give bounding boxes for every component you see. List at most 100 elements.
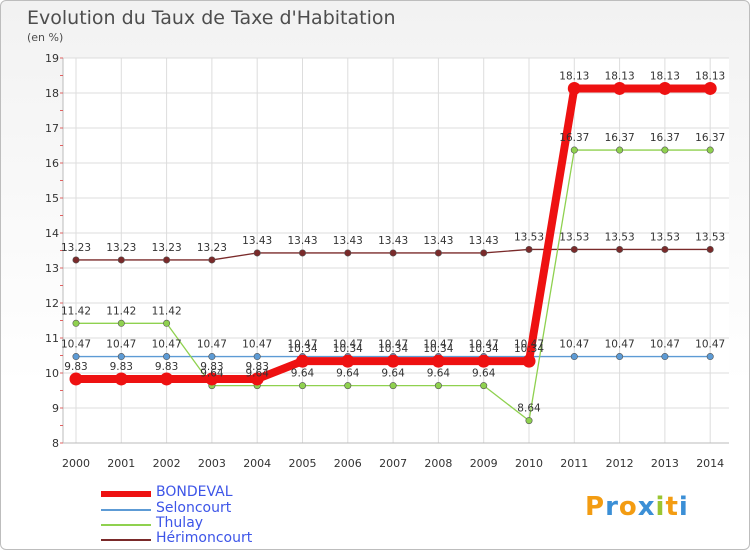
x-tick-label: 2007 (379, 457, 407, 470)
data-point-thulay (661, 146, 669, 154)
x-tick-label: 2004 (243, 457, 271, 470)
data-label-bondeval: 10.34 (378, 343, 408, 355)
data-point-thulay (72, 319, 80, 327)
data-point-bondeval (386, 354, 400, 368)
data-point-bondeval (250, 372, 264, 386)
data-label-herimoncourt: 13.23 (106, 242, 136, 254)
logo-letter: i (678, 492, 689, 522)
data-point-herimoncourt (344, 249, 352, 257)
data-label-thulay: 16.37 (650, 132, 680, 144)
legend-label-herimoncourt: Hérimoncourt (156, 530, 253, 546)
data-point-bondeval (522, 354, 536, 368)
data-point-thulay (525, 417, 533, 425)
y-tick-label: 19 (45, 52, 59, 65)
x-tick-label: 2014 (696, 457, 724, 470)
data-point-herimoncourt (525, 245, 533, 253)
data-point-bondeval (205, 372, 219, 386)
proxiti-logo: Proxiti (585, 492, 689, 522)
data-label-herimoncourt: 13.53 (559, 231, 589, 243)
data-label-herimoncourt: 13.43 (287, 235, 317, 247)
x-tick-label: 2005 (289, 457, 317, 470)
y-tick-label: 11 (45, 332, 59, 345)
data-label-herimoncourt: 13.23 (197, 242, 227, 254)
data-label-seloncourt: 10.47 (469, 339, 499, 351)
y-tick-label: 17 (45, 122, 59, 135)
x-tick-label: 2011 (560, 457, 588, 470)
data-label-bondeval: 9.83 (246, 361, 269, 373)
chart-title: Evolution du Taux de Taxe d'Habitation (27, 7, 396, 29)
data-point-herimoncourt (661, 245, 669, 253)
y-tick-label: 13 (45, 262, 59, 275)
logo-letter: i (655, 492, 666, 522)
data-label-bondeval: 10.34 (469, 343, 499, 355)
data-label-seloncourt: 10.47 (242, 339, 272, 351)
data-label-seloncourt: 10.47 (423, 339, 453, 351)
data-label-bondeval: 10.34 (333, 343, 363, 355)
data-label-herimoncourt: 13.43 (469, 235, 499, 247)
data-point-thulay (344, 382, 352, 390)
data-point-thulay (434, 382, 442, 390)
data-label-bondeval: 9.83 (200, 361, 223, 373)
data-point-thulay (570, 146, 578, 154)
data-label-thulay: 9.64 (472, 368, 496, 380)
data-label-thulay: 9.64 (381, 368, 405, 380)
data-point-bondeval (296, 354, 309, 368)
legend-swatch-herimoncourt (101, 539, 151, 541)
data-label-thulay: 11.42 (152, 305, 182, 317)
data-point-bondeval (613, 81, 627, 95)
data-point-herimoncourt (570, 245, 578, 253)
data-label-herimoncourt: 13.43 (378, 235, 408, 247)
data-point-herimoncourt (117, 256, 125, 264)
data-label-seloncourt: 10.47 (152, 339, 182, 351)
data-label-bondeval: 18.13 (650, 70, 680, 82)
data-point-herimoncourt (163, 256, 171, 264)
data-point-bondeval (341, 354, 355, 368)
data-point-thulay (298, 382, 306, 390)
data-label-thulay: 11.42 (61, 305, 91, 317)
legend-swatch-thulay (101, 524, 151, 526)
data-label-seloncourt: 10.47 (650, 339, 680, 351)
data-point-bondeval (69, 372, 83, 386)
data-label-thulay: 16.37 (559, 132, 589, 144)
y-tick-label: 9 (52, 402, 59, 415)
logo-letter: o (618, 492, 638, 522)
data-point-seloncourt (616, 353, 624, 361)
data-point-seloncourt (661, 353, 669, 361)
data-point-thulay (706, 146, 714, 154)
y-tick-label: 12 (45, 297, 59, 310)
y-tick-label: 16 (45, 157, 59, 170)
logo-letter: t (665, 492, 679, 522)
data-point-seloncourt (72, 353, 80, 361)
x-tick-label: 2012 (606, 457, 634, 470)
data-point-thulay (117, 319, 125, 327)
data-point-bondeval (567, 81, 581, 95)
data-label-seloncourt: 10.47 (559, 339, 589, 351)
data-label-seloncourt: 10.47 (514, 339, 544, 351)
legend-swatch-seloncourt (101, 509, 151, 511)
data-label-bondeval: 10.34 (287, 343, 317, 355)
data-point-herimoncourt (706, 245, 714, 253)
data-label-thulay: 9.64 (200, 368, 224, 380)
data-label-herimoncourt: 13.43 (333, 235, 363, 247)
data-label-herimoncourt: 13.23 (61, 242, 91, 254)
x-tick-label: 2002 (153, 457, 181, 470)
data-label-herimoncourt: 13.53 (514, 231, 544, 243)
x-tick-label: 2010 (515, 457, 543, 470)
data-point-thulay (163, 319, 171, 327)
data-point-herimoncourt (616, 245, 624, 253)
legend-label-seloncourt: Seloncourt (156, 500, 232, 516)
logo-letter: x (637, 492, 656, 522)
data-label-bondeval: 18.13 (695, 70, 725, 82)
data-label-thulay: 9.64 (336, 368, 360, 380)
data-point-herimoncourt (253, 249, 261, 257)
x-tick-label: 2000 (62, 457, 90, 470)
data-point-seloncourt (163, 353, 171, 361)
data-point-bondeval (160, 372, 174, 386)
data-label-bondeval: 9.83 (64, 361, 87, 373)
data-label-bondeval: 9.83 (155, 361, 178, 373)
legend-swatch-bondeval (101, 491, 151, 497)
data-label-bondeval: 18.13 (559, 70, 589, 82)
x-tick-label: 2006 (334, 457, 362, 470)
